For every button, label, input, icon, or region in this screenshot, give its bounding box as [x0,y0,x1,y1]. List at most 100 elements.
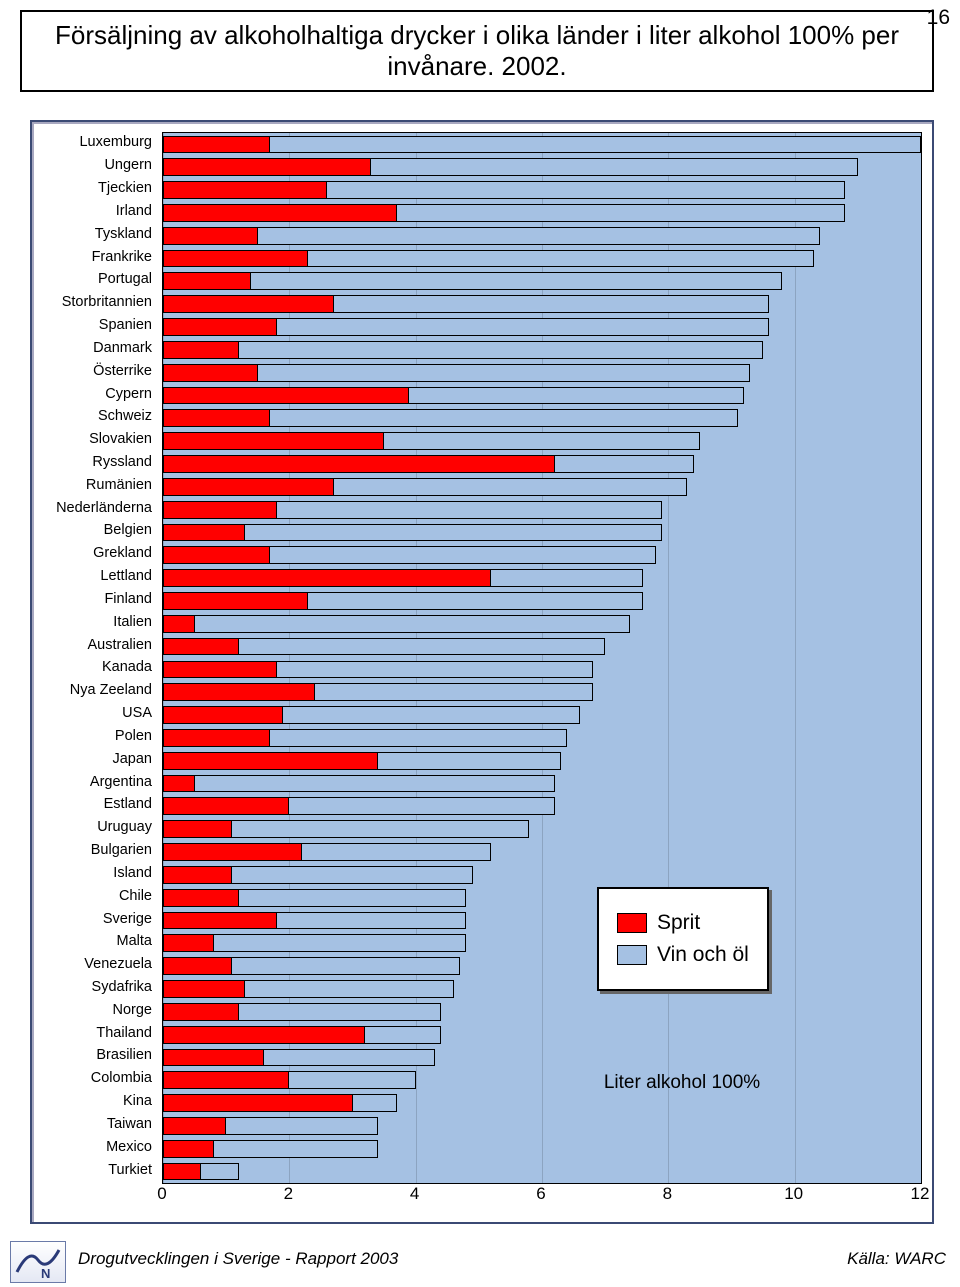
bar-sprit [163,797,289,815]
country-label: Nederländerna [56,500,152,516]
bar-sprit [163,1140,214,1158]
plot-area [162,132,922,1184]
bar-sprit [163,272,251,290]
country-label: Slovakien [89,431,152,447]
country-label: Uruguay [97,819,152,835]
bar-sprit [163,1117,226,1135]
x-tick-label: 6 [536,1184,545,1204]
country-label: Portugal [98,271,152,287]
bar-sprit [163,1163,201,1181]
x-tick-label: 12 [911,1184,930,1204]
bar-sprit [163,478,334,496]
country-label: Rumänien [86,477,152,493]
x-tick-label: 8 [663,1184,672,1204]
country-label: Ungern [104,157,152,173]
bar-sprit [163,432,384,450]
swatch-vinol [617,945,647,965]
country-label: USA [122,705,152,721]
country-label: Chile [119,888,152,904]
footer: Drogutvecklingen i Sverige - Rapport 200… [0,1249,960,1279]
bar-sprit [163,250,308,268]
bar-sprit [163,501,277,519]
country-label: Grekland [93,545,152,561]
y-axis-labels: LuxemburgUngernTjeckienIrlandTysklandFra… [32,132,158,1182]
country-label: Finland [104,591,152,607]
bar-sprit [163,1026,365,1044]
axis-unit-label: Liter alkohol 100% [592,1072,772,1094]
bar-sprit [163,706,283,724]
x-tick-label: 4 [410,1184,419,1204]
country-label: Irland [116,203,152,219]
bar-sprit [163,592,308,610]
country-label: Polen [115,728,152,744]
country-label: Nya Zeeland [70,682,152,698]
bar-sprit [163,866,232,884]
bar-sprit [163,729,270,747]
bar-sprit [163,409,270,427]
bar-sprit [163,889,239,907]
legend-item-vinol: Vin och öl [617,943,749,967]
bar-total [163,341,763,359]
bar-sprit [163,980,245,998]
bar-sprit [163,295,334,313]
gridline [795,133,796,1183]
country-label: Mexico [106,1139,152,1155]
legend-label-vinol: Vin och öl [657,943,749,967]
country-label: Bulgarien [91,842,152,858]
bar-sprit [163,683,315,701]
country-label: Ryssland [92,454,152,470]
country-label: Kanada [102,659,152,675]
legend-item-sprit: Sprit [617,911,749,935]
x-tick-label: 2 [284,1184,293,1204]
bar-total [163,775,555,793]
legend: Sprit Vin och öl [597,887,769,991]
country-label: Australien [88,637,152,653]
bar-sprit [163,934,214,952]
chart-title: Försäljning av alkoholhaltiga drycker i … [20,10,934,92]
gridline [668,133,669,1183]
country-label: Estland [104,796,152,812]
country-label: Danmark [93,340,152,356]
country-label: Storbritannien [62,294,152,310]
bar-sprit [163,752,378,770]
country-label: Tyskland [95,226,152,242]
country-label: Italien [113,614,152,630]
country-label: Cypern [105,386,152,402]
bar-sprit [163,455,555,473]
swatch-sprit [617,913,647,933]
legend-label-sprit: Sprit [657,911,700,935]
bar-sprit [163,158,371,176]
bar-sprit [163,615,195,633]
x-axis: 024681012 [162,1184,920,1214]
footer-left: Drogutvecklingen i Sverige - Rapport 200… [78,1249,398,1269]
bar-total [163,615,630,633]
bar-sprit [163,843,302,861]
country-label: Norge [113,1002,153,1018]
bar-sprit [163,638,239,656]
bar-sprit [163,912,277,930]
gridline [542,133,543,1183]
country-label: Brasilien [96,1047,152,1063]
country-label: Turkiet [108,1162,152,1178]
bar-sprit [163,775,195,793]
country-label: Spanien [99,317,152,333]
bar-total [163,272,782,290]
country-label: Argentina [90,774,152,790]
bar-sprit [163,569,491,587]
x-tick-label: 10 [784,1184,803,1204]
country-label: Kina [123,1093,152,1109]
country-label: Schweiz [98,408,152,424]
country-label: Belgien [104,522,152,538]
bar-sprit [163,957,232,975]
bar-sprit [163,204,397,222]
country-label: Venezuela [84,956,152,972]
bar-sprit [163,1049,264,1067]
bar-sprit [163,318,277,336]
country-label: Island [113,865,152,881]
country-label: Japan [112,751,152,767]
bar-sprit [163,387,409,405]
x-tick-label: 0 [157,1184,166,1204]
country-label: Lettland [100,568,152,584]
bar-sprit [163,1071,289,1089]
country-label: Österrike [93,363,152,379]
